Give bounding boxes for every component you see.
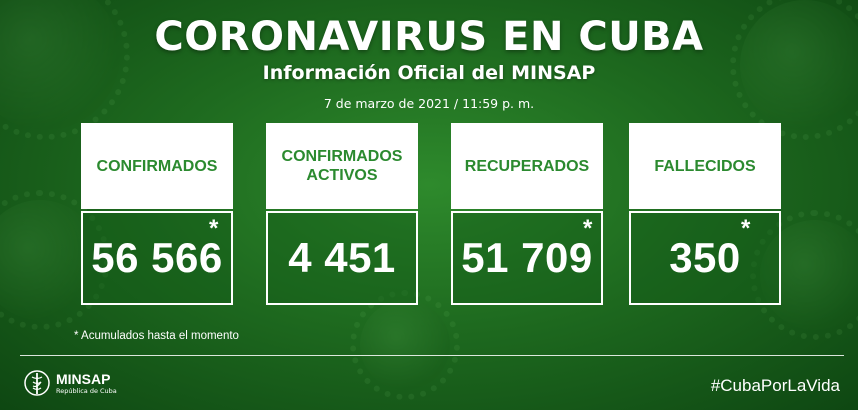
card-label: FALLECIDOS bbox=[629, 123, 781, 209]
card-value: 4 451 bbox=[266, 211, 418, 305]
asterisk-mark: * bbox=[209, 215, 219, 242]
card-value: 350 bbox=[629, 211, 781, 305]
card-label: CONFIRMADOS ACTIVOS bbox=[266, 123, 418, 209]
caduceus-icon bbox=[24, 370, 50, 396]
card-recuperados: RECUPERADOS 51 709 * bbox=[451, 123, 603, 305]
logo-name: MINSAP bbox=[56, 370, 111, 387]
virus-decoration bbox=[750, 210, 858, 340]
logo-subtitle: República de Cuba bbox=[56, 386, 117, 395]
report-date: 7 de marzo de 2021 / 11:59 p. m. bbox=[323, 96, 535, 111]
card-confirmados: CONFIRMADOS 56 566 * bbox=[81, 123, 233, 305]
card-fallecidos: FALLECIDOS 350 * bbox=[629, 123, 781, 305]
page-title: CORONAVIRUS EN CUBA bbox=[154, 14, 704, 60]
card-label: RECUPERADOS bbox=[451, 123, 603, 209]
divider bbox=[20, 355, 844, 356]
virus-decoration bbox=[350, 290, 460, 400]
card-value: 56 566 bbox=[81, 211, 233, 305]
footnote: * Acumulados hasta el momento bbox=[74, 330, 239, 342]
asterisk-mark: * bbox=[741, 215, 751, 242]
card-label: CONFIRMADOS bbox=[81, 123, 233, 209]
card-label-line: CONFIRMADOS bbox=[281, 148, 403, 165]
page-subtitle: Información Oficial del MINSAP bbox=[262, 62, 596, 84]
minsap-logo: MINSAP República de Cuba bbox=[24, 368, 117, 398]
virus-decoration bbox=[0, 190, 110, 330]
card-label-line: ACTIVOS bbox=[306, 167, 378, 184]
card-value: 51 709 bbox=[451, 211, 603, 305]
hashtag: #CubaPorLaVida bbox=[710, 376, 840, 395]
card-confirmados-activos: CONFIRMADOS ACTIVOS 4 451 bbox=[266, 123, 418, 305]
asterisk-mark: * bbox=[583, 215, 593, 242]
virus-decoration bbox=[0, 0, 130, 140]
virus-decoration bbox=[730, 0, 858, 140]
